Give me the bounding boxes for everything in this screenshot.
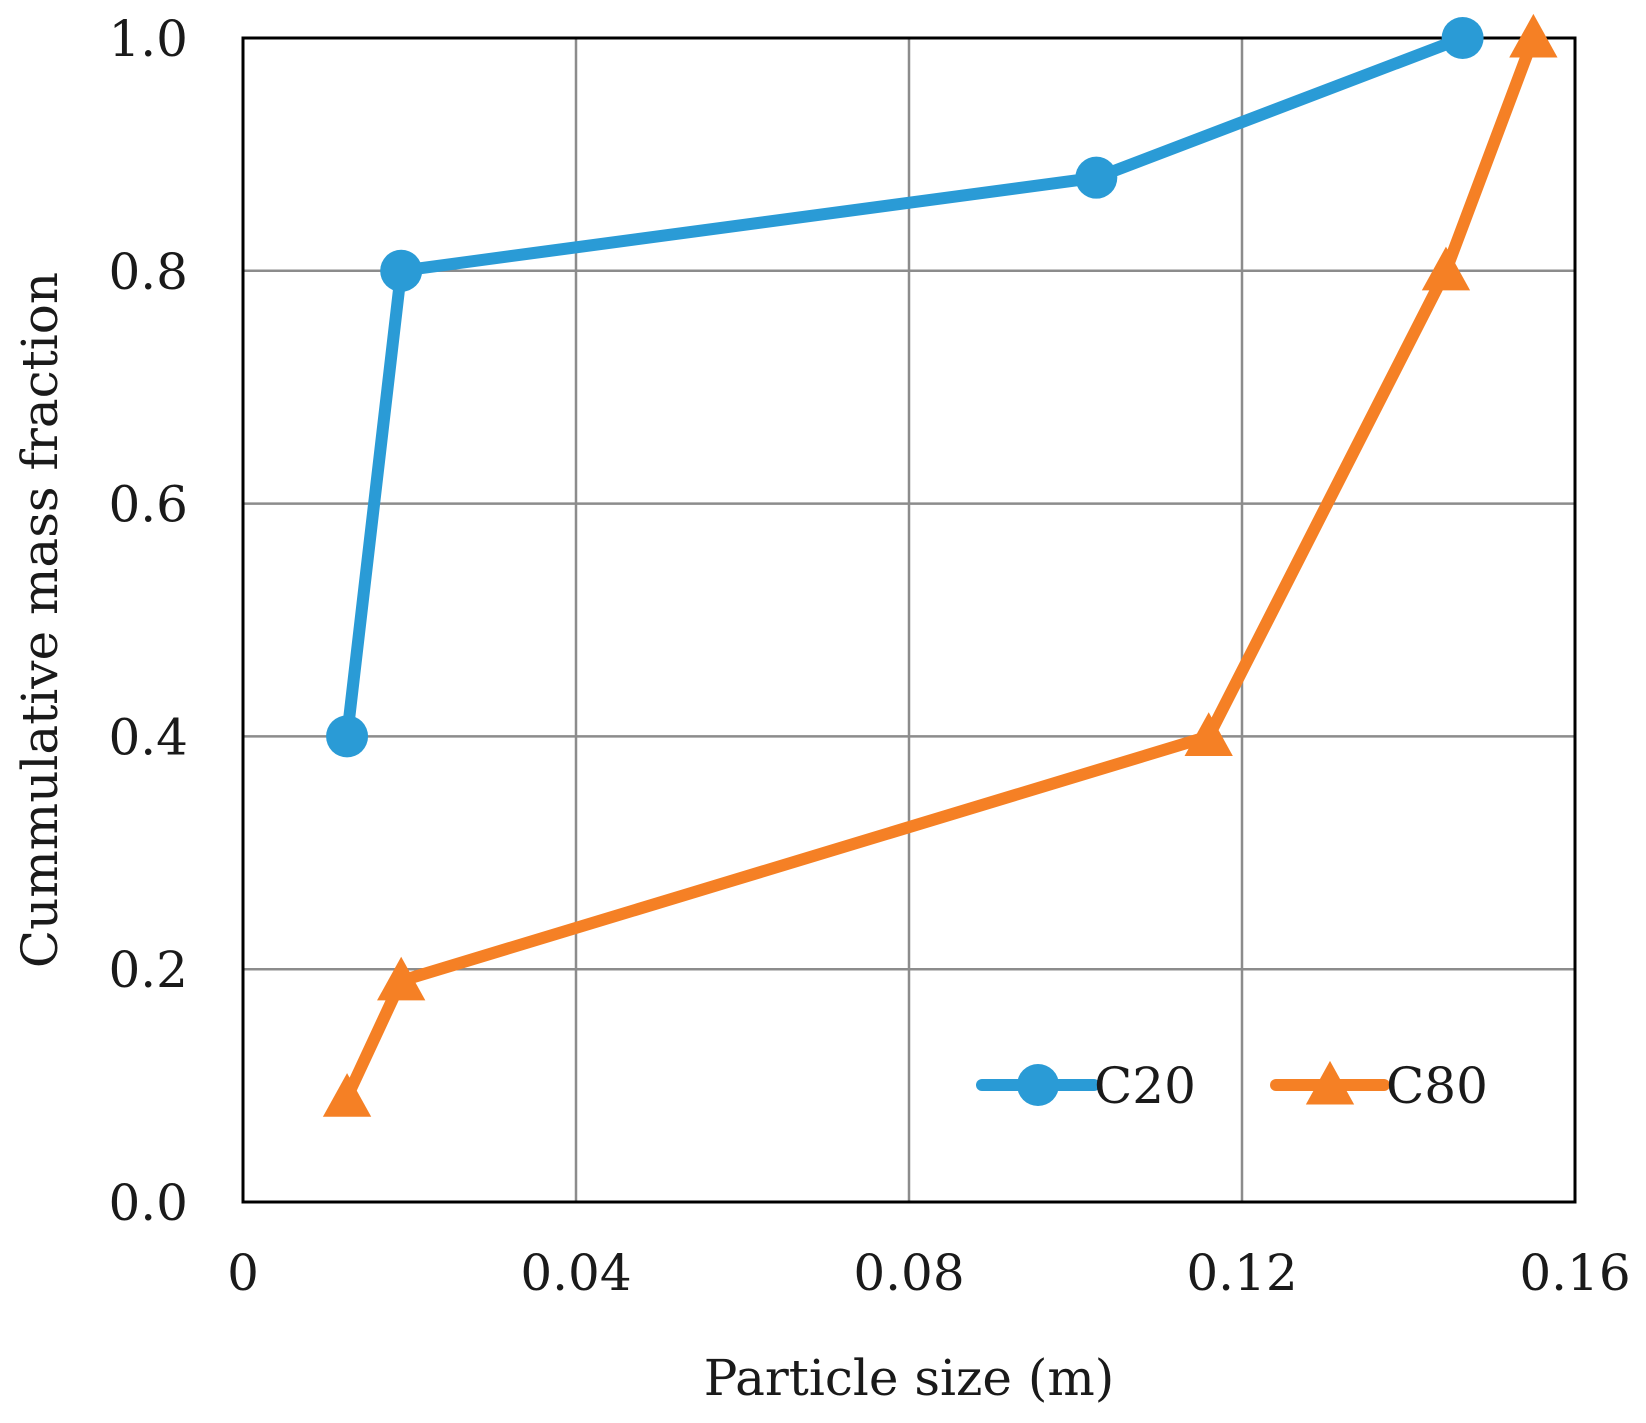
series-layer: [322, 13, 1558, 1117]
legend-entry-c20: C20: [976, 1057, 1196, 1115]
y-tick-label: 0.8: [108, 243, 188, 301]
data-point-c20: [326, 715, 369, 758]
legend: C20 C80: [976, 1057, 1488, 1115]
x-tick-label: 0.04: [520, 1244, 631, 1302]
data-point-c80: [377, 956, 426, 1001]
legend-label-c20: C20: [1094, 1057, 1196, 1115]
legend-marker-c80: [1305, 1060, 1355, 1105]
tick-layer: 0 0.04 0.08 0.12 0.16 0.0 0.2 0.4 0.6 0.8 1.0: [108, 10, 1630, 1302]
legend-label-c80: C80: [1386, 1057, 1488, 1115]
data-point-c20: [380, 249, 423, 292]
y-tick-label: 0.4: [108, 708, 188, 766]
x-tick-label: 0.12: [1186, 1244, 1297, 1302]
legend-marker-c20: [1017, 1064, 1059, 1106]
data-point-c80: [1421, 246, 1471, 291]
plot-frame: [241, 36, 1577, 1204]
data-point-c80: [322, 1073, 372, 1117]
series-c80: [322, 13, 1558, 1117]
y-axis-title: Cummulative mass fraction: [11, 272, 69, 968]
x-tick-label: 0.16: [1519, 1244, 1630, 1302]
data-point-c20: [1441, 17, 1484, 59]
grid-layer: [243, 38, 1575, 1202]
legend-entry-c80: C80: [1270, 1057, 1488, 1115]
series-line-c20: [341, 32, 1469, 743]
y-tick-label: 1.0: [108, 10, 188, 68]
data-point-c80: [1184, 712, 1233, 756]
data-point-c20: [1075, 156, 1118, 199]
x-tick-label: 0.08: [853, 1244, 964, 1302]
y-tick-label: 0.6: [108, 476, 188, 534]
data-point-c80: [1509, 13, 1558, 58]
x-tick-label: 0: [227, 1244, 259, 1302]
y-tick-label: 0.0: [108, 1174, 188, 1232]
y-tick-label: 0.2: [108, 941, 188, 999]
series-c20: [326, 17, 1484, 758]
x-axis-title: Particle size (m): [704, 1349, 1115, 1407]
